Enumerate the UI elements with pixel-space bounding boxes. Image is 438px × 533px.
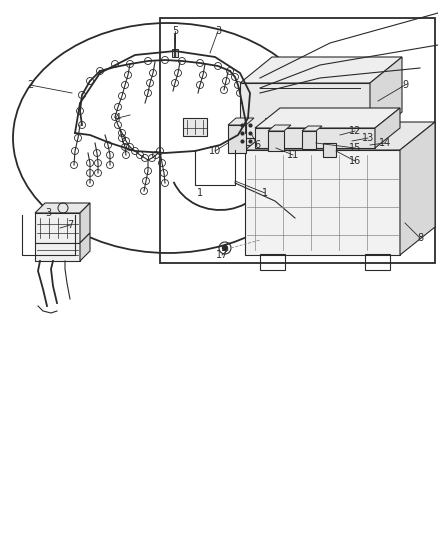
Text: 2: 2 <box>27 80 33 90</box>
Text: 9: 9 <box>402 80 408 90</box>
Text: 14: 14 <box>379 138 391 148</box>
FancyBboxPatch shape <box>323 143 336 157</box>
Circle shape <box>223 246 227 251</box>
FancyBboxPatch shape <box>302 131 316 149</box>
Text: 13: 13 <box>362 133 374 143</box>
Polygon shape <box>302 126 322 131</box>
Polygon shape <box>255 108 400 128</box>
Text: 7: 7 <box>67 220 73 230</box>
Text: 16: 16 <box>349 156 361 166</box>
Text: 8: 8 <box>417 233 423 243</box>
FancyBboxPatch shape <box>265 118 345 133</box>
FancyBboxPatch shape <box>238 123 258 145</box>
Polygon shape <box>400 122 435 255</box>
Text: 10: 10 <box>209 146 221 156</box>
Text: 5: 5 <box>172 26 178 36</box>
Polygon shape <box>268 125 291 131</box>
FancyBboxPatch shape <box>183 118 207 136</box>
Text: 17: 17 <box>216 250 228 260</box>
Polygon shape <box>35 203 90 213</box>
Polygon shape <box>375 108 400 148</box>
Polygon shape <box>80 203 90 243</box>
Polygon shape <box>245 122 435 150</box>
Text: 3: 3 <box>215 26 221 36</box>
Polygon shape <box>228 118 254 125</box>
FancyBboxPatch shape <box>172 49 178 57</box>
FancyBboxPatch shape <box>35 213 80 243</box>
Text: 6: 6 <box>254 140 260 150</box>
Polygon shape <box>240 57 402 83</box>
FancyBboxPatch shape <box>228 125 246 153</box>
FancyBboxPatch shape <box>245 150 400 255</box>
Text: 11: 11 <box>287 150 299 160</box>
Text: 4: 4 <box>115 113 121 123</box>
Text: 1: 1 <box>262 188 268 198</box>
FancyBboxPatch shape <box>240 83 370 138</box>
Text: 12: 12 <box>349 126 361 136</box>
FancyBboxPatch shape <box>268 131 284 151</box>
Polygon shape <box>370 57 402 138</box>
Text: 15: 15 <box>349 143 361 153</box>
FancyBboxPatch shape <box>35 243 80 261</box>
Polygon shape <box>238 117 263 123</box>
Polygon shape <box>80 233 90 261</box>
FancyBboxPatch shape <box>255 128 375 148</box>
Text: 1: 1 <box>197 188 203 198</box>
Text: 3: 3 <box>45 208 51 218</box>
Polygon shape <box>258 117 263 145</box>
